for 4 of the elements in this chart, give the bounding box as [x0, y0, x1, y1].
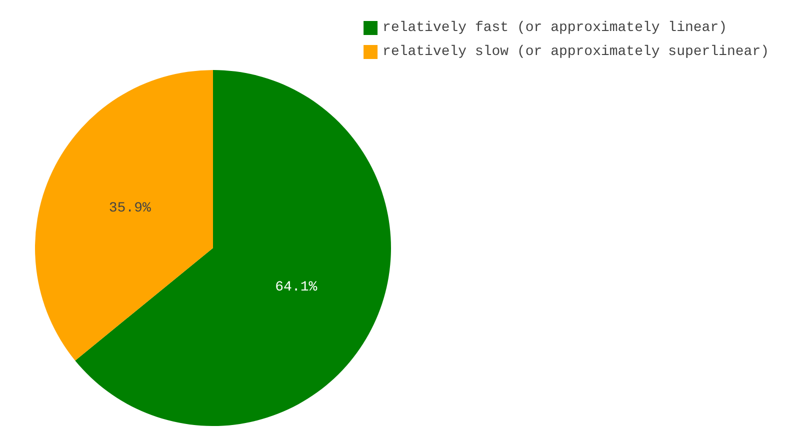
- legend-label: relatively fast (or approximately linear): [382, 20, 728, 36]
- data-label: 64.1%: [275, 279, 318, 296]
- legend-label: relatively slow (or approximately superlinear): [382, 44, 770, 60]
- data-label: 35.9%: [108, 200, 152, 217]
